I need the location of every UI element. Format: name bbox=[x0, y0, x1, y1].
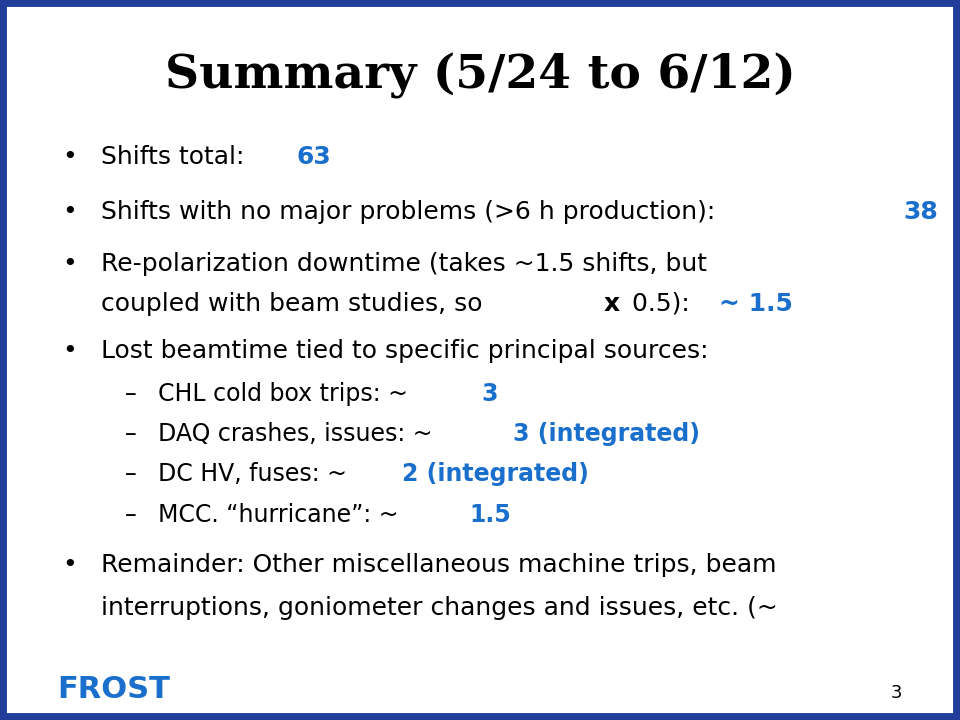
Text: –: – bbox=[125, 422, 136, 446]
Text: x: x bbox=[604, 292, 619, 316]
Text: Shifts total:: Shifts total: bbox=[101, 145, 252, 169]
Text: FROST: FROST bbox=[58, 675, 171, 704]
Text: Shifts with no major problems (>6 h production):: Shifts with no major problems (>6 h prod… bbox=[101, 199, 723, 224]
Text: 2 (integrated): 2 (integrated) bbox=[402, 462, 589, 487]
Text: •: • bbox=[62, 553, 77, 577]
Text: coupled with beam studies, so: coupled with beam studies, so bbox=[101, 292, 491, 316]
Text: ~ 1.5: ~ 1.5 bbox=[719, 292, 793, 316]
Text: 3: 3 bbox=[891, 684, 902, 701]
Text: –: – bbox=[125, 462, 136, 487]
Text: 0.5):: 0.5): bbox=[624, 292, 698, 316]
Text: 3 (integrated): 3 (integrated) bbox=[513, 422, 700, 446]
Text: –: – bbox=[125, 503, 136, 527]
Text: •: • bbox=[62, 199, 77, 224]
Text: MCC. “hurricane”: ~: MCC. “hurricane”: ~ bbox=[158, 503, 399, 527]
Text: –: – bbox=[125, 382, 136, 406]
Text: Summary (5/24 to 6/12): Summary (5/24 to 6/12) bbox=[164, 53, 796, 99]
Text: Re-polarization downtime (takes ~1.5 shifts, but: Re-polarization downtime (takes ~1.5 shi… bbox=[101, 251, 707, 276]
Text: Lost beamtime tied to specific principal sources:: Lost beamtime tied to specific principal… bbox=[101, 339, 708, 364]
Text: interruptions, goniometer changes and issues, etc. (~: interruptions, goniometer changes and is… bbox=[101, 596, 778, 621]
Text: •: • bbox=[62, 251, 77, 276]
Text: •: • bbox=[62, 145, 77, 169]
Text: DAQ crashes, issues: ~: DAQ crashes, issues: ~ bbox=[158, 422, 433, 446]
Text: 63: 63 bbox=[296, 145, 331, 169]
Text: 3: 3 bbox=[481, 382, 497, 406]
Text: 1.5: 1.5 bbox=[468, 503, 511, 527]
Text: 38: 38 bbox=[903, 199, 939, 224]
Text: Remainder: Other miscellaneous machine trips, beam: Remainder: Other miscellaneous machine t… bbox=[101, 553, 777, 577]
Text: •: • bbox=[62, 339, 77, 364]
Text: CHL cold box trips: ~: CHL cold box trips: ~ bbox=[158, 382, 408, 406]
Text: DC HV, fuses: ~: DC HV, fuses: ~ bbox=[158, 462, 348, 487]
